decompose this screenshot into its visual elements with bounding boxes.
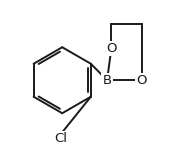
Text: O: O [136, 74, 147, 87]
Text: O: O [106, 42, 116, 55]
Text: Cl: Cl [54, 132, 67, 145]
Text: B: B [102, 74, 112, 87]
